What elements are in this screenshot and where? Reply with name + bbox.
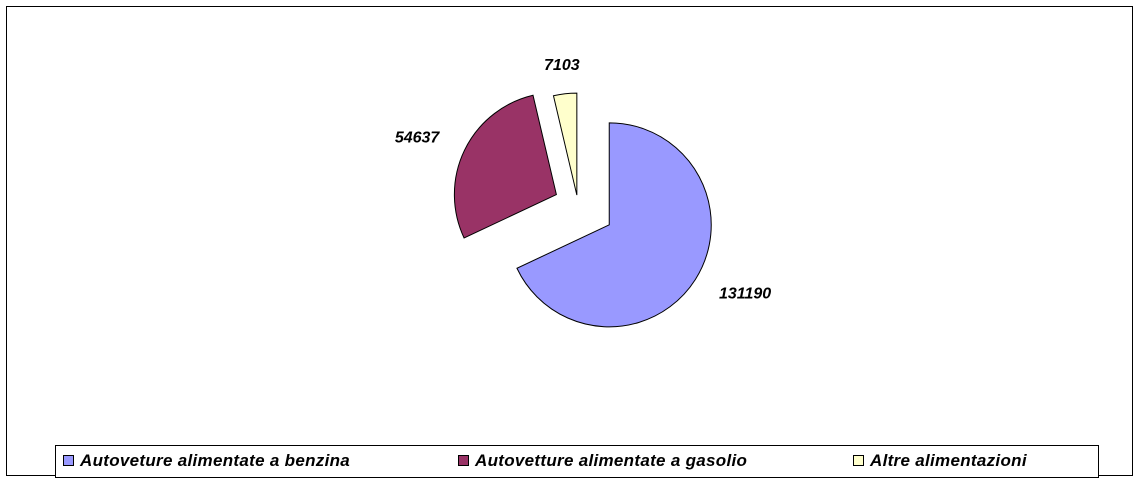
chart-border [6, 6, 1133, 476]
legend-swatch [853, 455, 864, 466]
pie-slice [552, 92, 578, 196]
legend-label: Altre alimentazioni [869, 451, 1028, 470]
pie-slice [516, 122, 712, 328]
data-label: 131190 [719, 286, 771, 303]
legend-label: Autoveture alimentate a benzina [79, 451, 350, 470]
legend-label: Autovetture alimentate a gasolio [474, 451, 747, 470]
legend-swatch [63, 455, 74, 466]
data-label: 54637 [395, 129, 441, 146]
legend-swatch [458, 455, 469, 466]
pie-slice [453, 94, 557, 239]
legend-box [55, 445, 1099, 478]
data-label: 7103 [544, 57, 580, 74]
